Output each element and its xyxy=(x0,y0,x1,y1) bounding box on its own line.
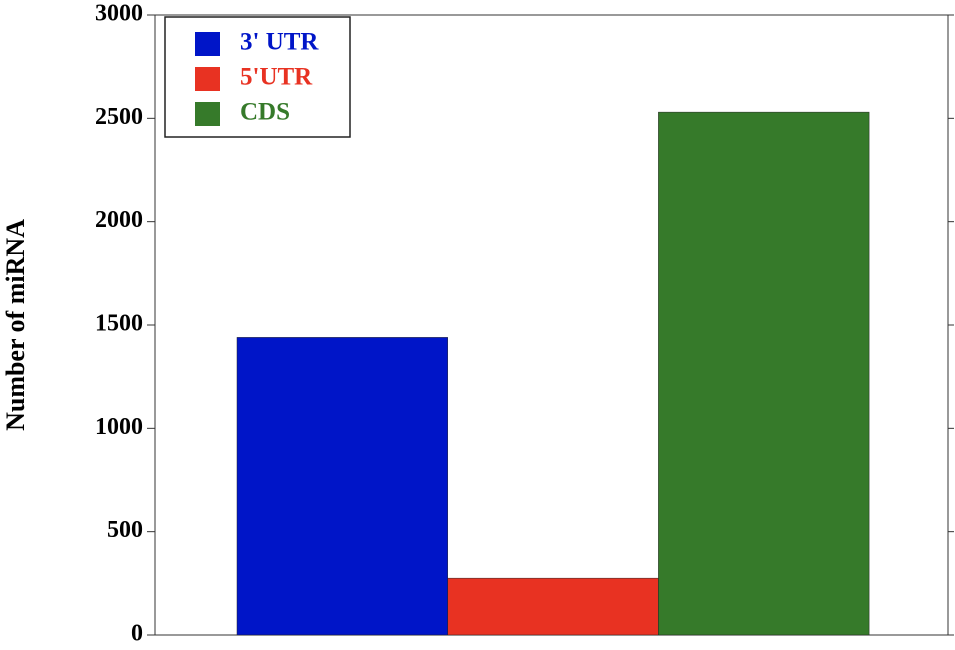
bar xyxy=(236,337,448,636)
y-tick-label: 2500 xyxy=(95,104,143,130)
y-tick-label: 3000 xyxy=(95,1,143,27)
legend-label: 3' UTR xyxy=(240,29,319,56)
bar xyxy=(658,111,870,636)
bar xyxy=(447,577,659,636)
y-tick-label: 2000 xyxy=(95,207,143,233)
legend-swatch xyxy=(195,32,220,56)
y-axis-label: Number of miRNA xyxy=(1,219,30,431)
y-tick-label: 1500 xyxy=(95,311,143,337)
y-tick-label: 500 xyxy=(107,517,143,543)
legend-label: CDS xyxy=(240,99,290,126)
legend-label: 5'UTR xyxy=(240,64,313,91)
y-tick-label: 0 xyxy=(131,621,143,647)
y-tick-label: 1000 xyxy=(95,414,143,440)
legend-swatch xyxy=(195,67,220,91)
legend-swatch xyxy=(195,102,220,126)
